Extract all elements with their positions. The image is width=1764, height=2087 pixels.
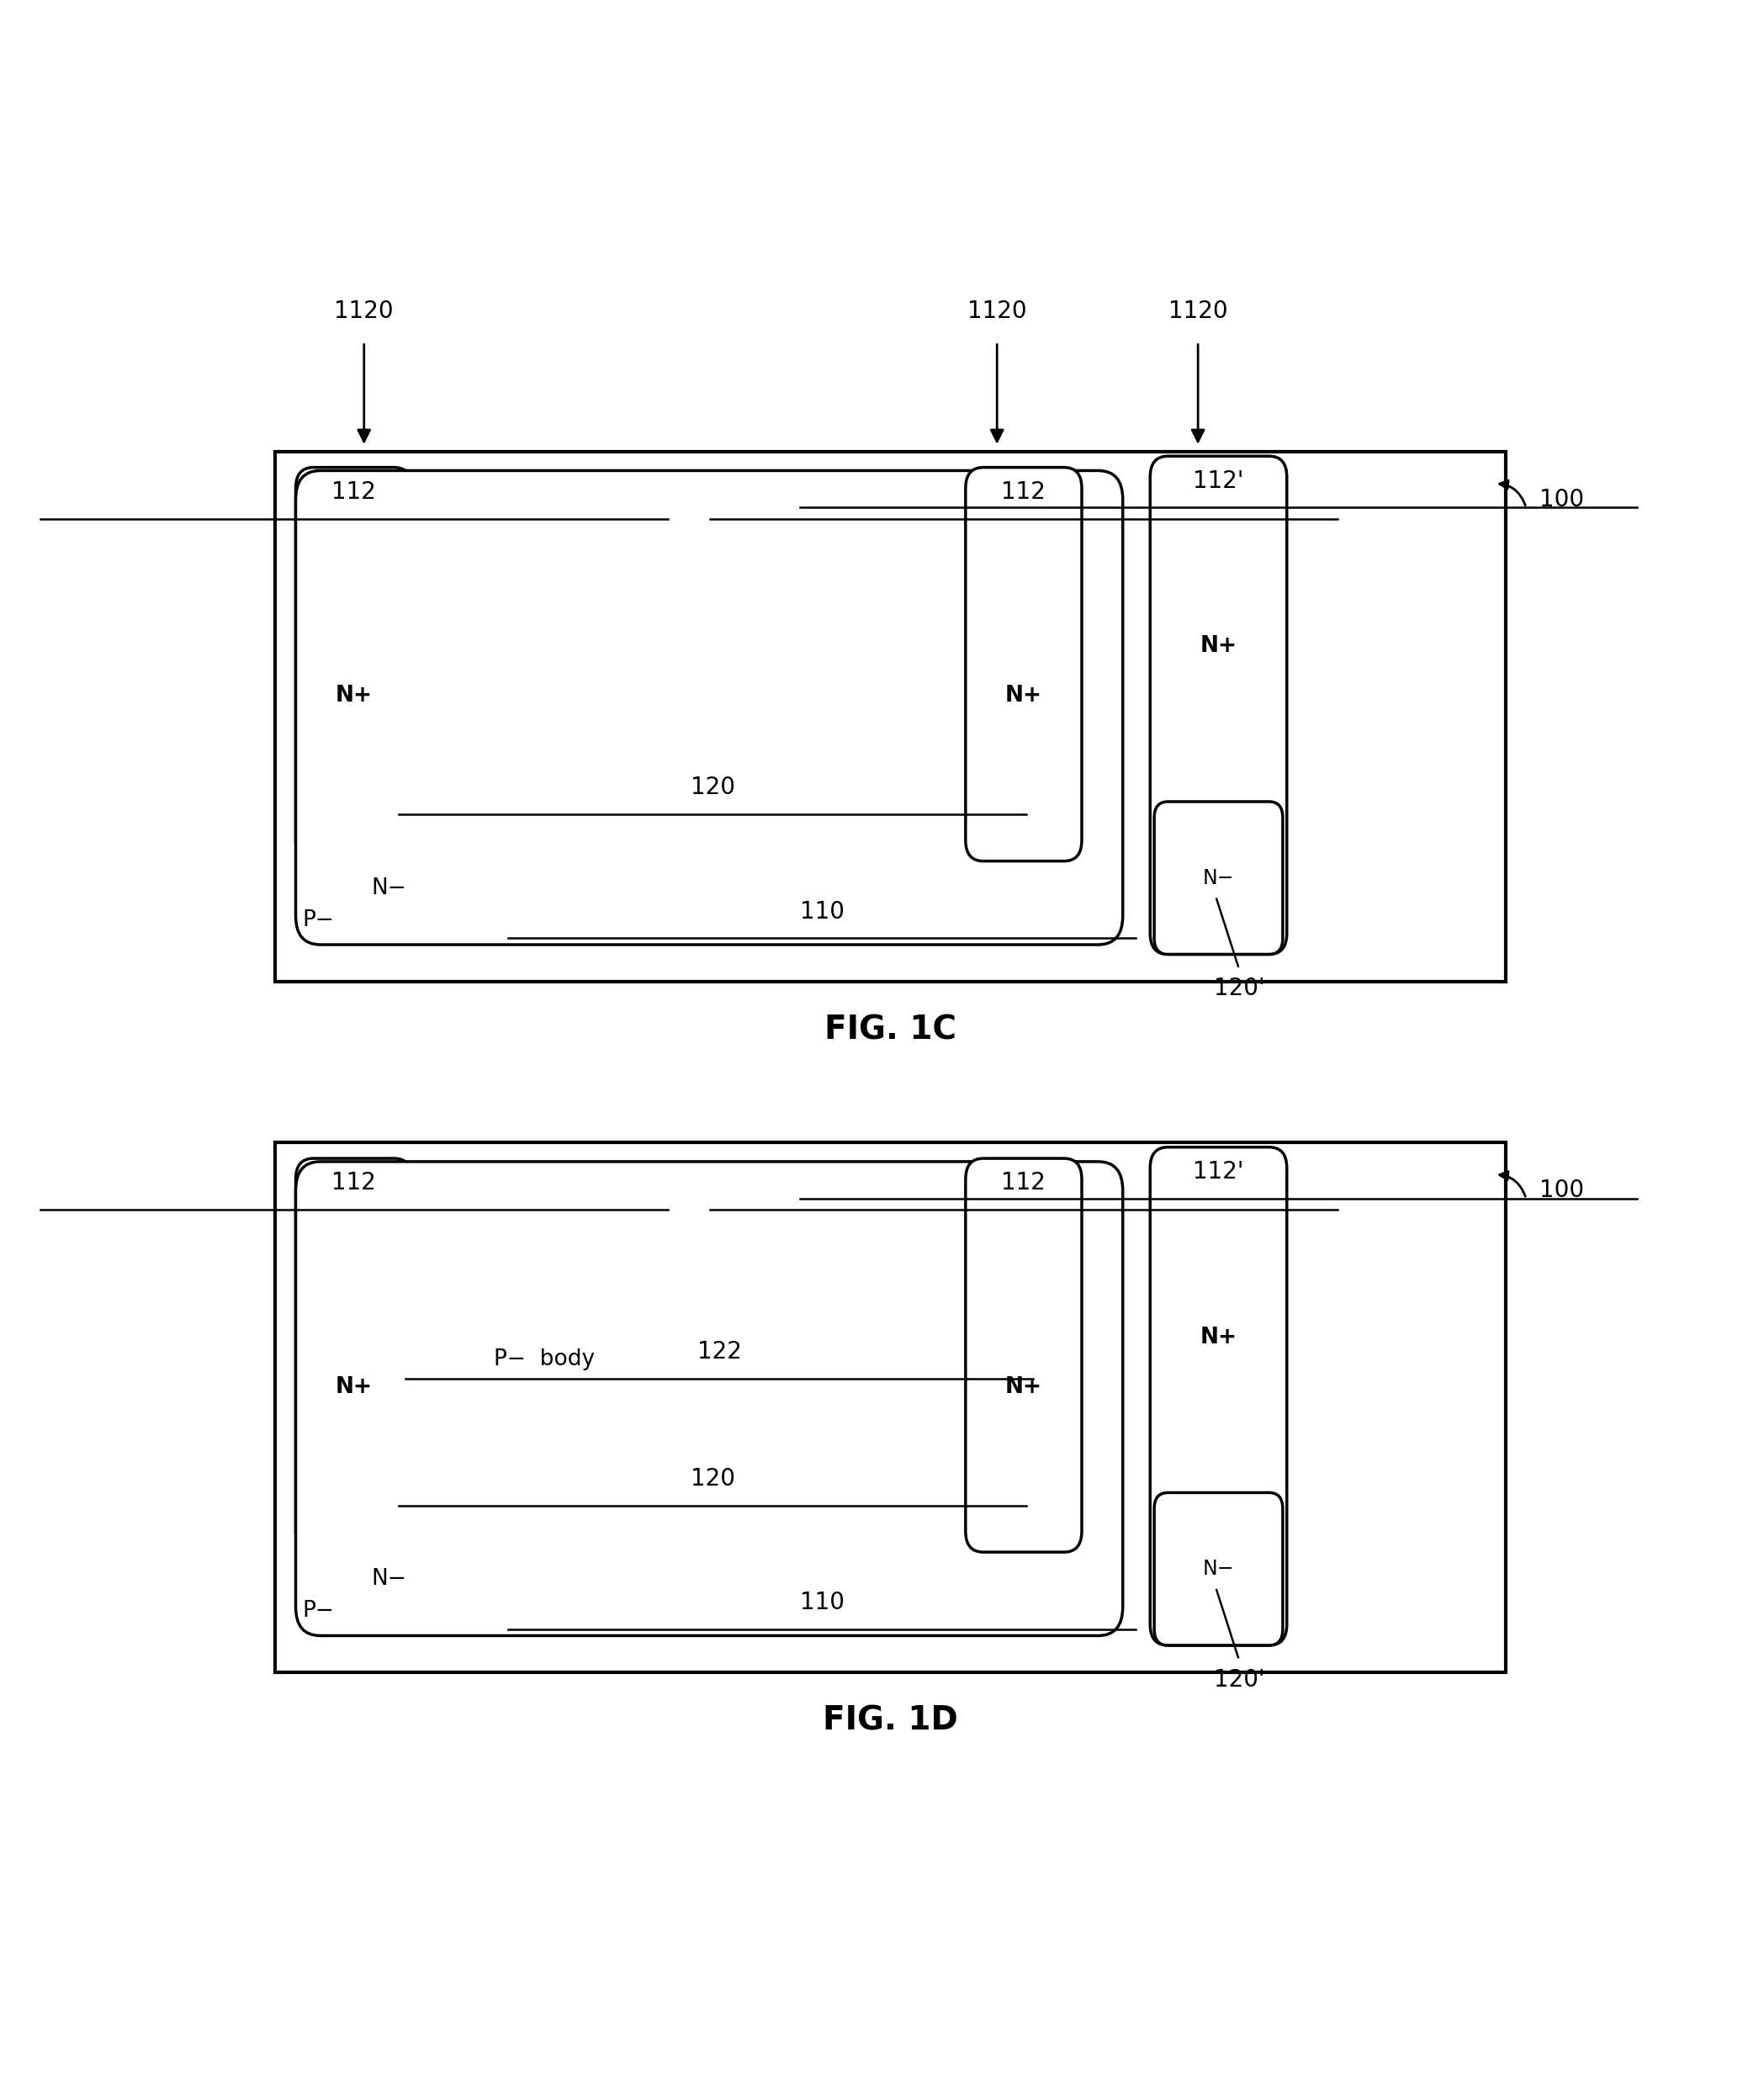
Text: 112: 112 <box>1002 1171 1046 1194</box>
Text: N−: N− <box>1203 1559 1235 1580</box>
Text: N+: N+ <box>335 685 372 707</box>
FancyBboxPatch shape <box>296 1158 411 1553</box>
Text: N+: N+ <box>1200 634 1237 657</box>
Text: 112: 112 <box>332 1171 376 1194</box>
Text: FIG. 1D: FIG. 1D <box>822 1705 958 1736</box>
Text: 112': 112' <box>1192 1160 1244 1183</box>
Text: P−: P− <box>303 910 335 931</box>
Bar <box>275 1142 1506 1672</box>
Text: 122: 122 <box>697 1340 741 1363</box>
FancyBboxPatch shape <box>965 1158 1081 1553</box>
Text: 1120: 1120 <box>1168 298 1228 323</box>
Text: 120': 120' <box>1214 977 1265 1000</box>
Text: 120: 120 <box>690 1467 736 1490</box>
Text: N−: N− <box>1203 868 1235 889</box>
Text: 110: 110 <box>799 899 845 922</box>
FancyBboxPatch shape <box>1154 1492 1282 1645</box>
Text: 120': 120' <box>1214 1668 1265 1690</box>
Text: N−: N− <box>370 1567 406 1590</box>
FancyBboxPatch shape <box>1150 457 1288 954</box>
Text: FIG. 1C: FIG. 1C <box>824 1014 956 1046</box>
FancyBboxPatch shape <box>296 1162 1124 1636</box>
FancyBboxPatch shape <box>296 467 411 862</box>
Text: 112': 112' <box>1192 470 1244 493</box>
Text: N+: N+ <box>335 1375 372 1398</box>
FancyBboxPatch shape <box>423 1210 997 1490</box>
Text: N−: N− <box>370 877 406 899</box>
FancyBboxPatch shape <box>965 467 1081 862</box>
Text: 100: 100 <box>1540 1179 1584 1202</box>
Bar <box>275 451 1506 981</box>
FancyBboxPatch shape <box>1154 801 1282 954</box>
Text: 120: 120 <box>690 776 736 799</box>
Text: 112: 112 <box>332 480 376 503</box>
Text: P−: P− <box>303 1601 335 1622</box>
Text: N+: N+ <box>1005 1375 1043 1398</box>
Text: P−  body: P− body <box>494 1348 594 1371</box>
Text: 1120: 1120 <box>967 298 1027 323</box>
Text: N+: N+ <box>1005 685 1043 707</box>
Text: 112: 112 <box>1002 480 1046 503</box>
Text: 100: 100 <box>1540 488 1584 511</box>
Text: N+: N+ <box>1200 1325 1237 1348</box>
Text: 110: 110 <box>799 1590 845 1613</box>
FancyBboxPatch shape <box>296 470 1124 945</box>
Text: 1120: 1120 <box>335 298 393 323</box>
FancyBboxPatch shape <box>1150 1148 1288 1645</box>
